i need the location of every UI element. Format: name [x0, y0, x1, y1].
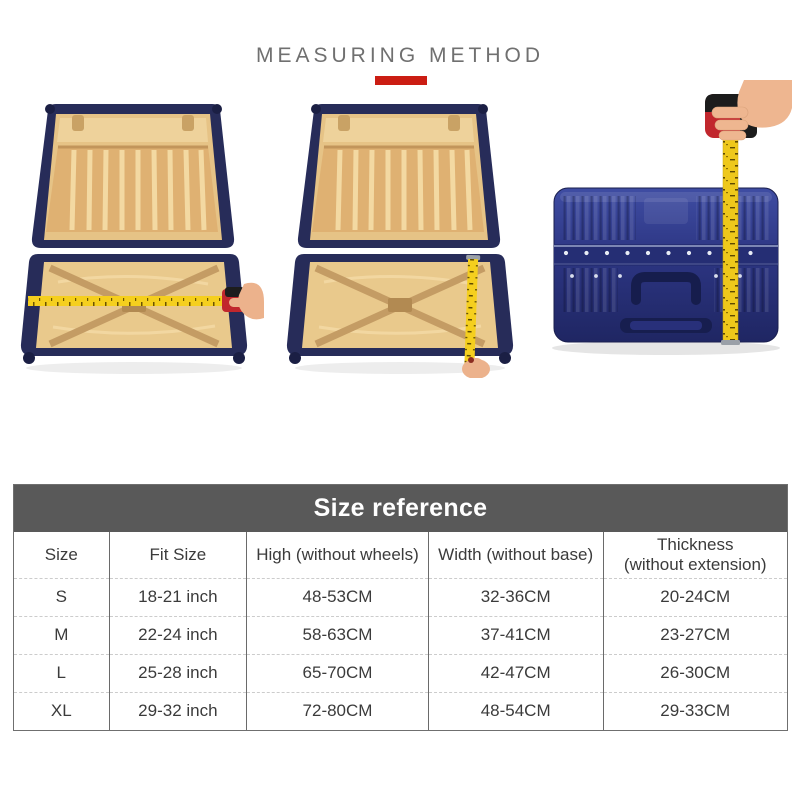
col-header-width: Width (without base) [427, 532, 603, 578]
hand-icon [462, 357, 490, 379]
table-cell: 22-24 inch [108, 615, 247, 654]
photo-measure-interior-width [8, 102, 264, 383]
table-cell: 20-24CM [602, 577, 787, 616]
table-cell: 42-47CM [427, 653, 603, 692]
table-cell: 18-21 inch [108, 577, 247, 616]
table-cell: 48-53CM [246, 577, 429, 616]
col-header-fit-size: Fit Size [108, 532, 247, 578]
hand-icon [711, 80, 792, 141]
col-header-high: High (without wheels) [246, 532, 429, 578]
table-cell: 72-80CM [246, 691, 429, 730]
table-row-m: M 22-24 inch 58-63CM 37-41CM 23-27CM [14, 615, 787, 654]
col-header-thickness-line2: (without extension) [623, 554, 767, 574]
table-cell: 23-27CM [602, 615, 787, 654]
open-suitcase-width-measure-illustration [20, 104, 264, 374]
suitcase-handle [631, 272, 701, 305]
table-cell: S [14, 577, 110, 616]
col-header-size: Size [44, 544, 78, 564]
table-cell: 58-63CM [246, 615, 429, 654]
table-title: Size reference [14, 485, 787, 532]
table-cell: 29-33CM [602, 691, 787, 730]
size-table: Size Fit Size High (without wheels) Widt… [14, 532, 787, 730]
table-cell: 25-28 inch [108, 653, 247, 692]
closed-suitcase-thickness-measure-illustration [552, 80, 792, 355]
hand-icon [229, 282, 264, 320]
photo-measure-interior-height [280, 102, 526, 383]
table-cell: 32-36CM [427, 577, 603, 616]
table-cell: 26-30CM [602, 653, 787, 692]
col-header-thickness: Thickness (without extension) [602, 532, 787, 578]
table-cell: L [14, 653, 110, 692]
table-row-l: L 25-28 inch 65-70CM 42-47CM 26-30CM [14, 653, 787, 692]
table-row-s: S 18-21 inch 48-53CM 32-36CM 20-24CM [14, 577, 787, 616]
closed-suitcase [553, 187, 779, 343]
col-header-thickness-line1: Thickness [656, 535, 734, 555]
size-reference-table: Size reference Size Fit Size High (witho… [13, 484, 788, 731]
open-suitcase [20, 104, 248, 364]
open-suitcase-height-measure-illustration [286, 104, 514, 379]
table-cell: 65-70CM [246, 653, 429, 692]
open-suitcase [286, 104, 514, 364]
table-cell: 48-54CM [427, 691, 603, 730]
title-accent-bar [375, 76, 427, 85]
table-cell: XL [14, 691, 110, 730]
measuring-method-title: MEASURING METHOD [255, 44, 544, 67]
table-cell: 29-32 inch [108, 691, 247, 730]
table-header-row: Size Fit Size High (without wheels) Widt… [14, 532, 787, 578]
photo-measure-thickness [540, 80, 792, 373]
tape-measure-icon [464, 254, 481, 366]
table-cell: M [14, 615, 110, 654]
table-cell: 37-41CM [427, 615, 603, 654]
table-row-xl: XL 29-32 inch 72-80CM 48-54CM 29-33CM [14, 691, 787, 730]
